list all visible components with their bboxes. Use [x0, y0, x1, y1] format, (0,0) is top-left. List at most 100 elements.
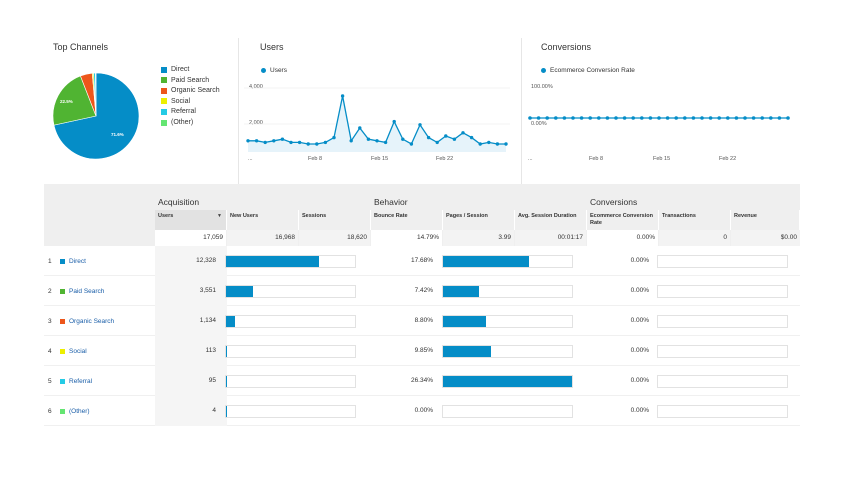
users-point[interactable] [444, 134, 448, 138]
conversion-point[interactable] [734, 116, 739, 120]
conversion-point[interactable] [614, 116, 618, 120]
col-header-sessions[interactable]: Sessions [299, 210, 371, 230]
conversion-point[interactable] [751, 116, 756, 120]
conversion-point[interactable] [597, 116, 601, 120]
col-header-avg-session[interactable]: Avg. Session Duration [515, 210, 587, 230]
conversion-point[interactable] [743, 116, 747, 120]
conversion-point[interactable] [769, 116, 773, 120]
col-header-users[interactable]: Users ▼ [155, 210, 227, 230]
channel-link[interactable]: Social [69, 347, 87, 355]
users-chart-title: Users [260, 42, 284, 52]
conversion-point[interactable] [665, 116, 670, 120]
conversions-legend-label: Ecommerce Conversion Rate [550, 67, 635, 74]
conversion-point[interactable] [528, 116, 532, 120]
channel-link[interactable]: Direct [69, 257, 86, 265]
users-point[interactable] [452, 137, 457, 141]
conversion-point[interactable] [579, 116, 584, 120]
users-point[interactable] [358, 126, 362, 130]
users-point[interactable] [315, 142, 319, 146]
top-channels-pie-chart[interactable]: 22.5% 71.6% [52, 72, 140, 160]
users-point[interactable] [254, 139, 259, 143]
users-point[interactable] [306, 142, 310, 146]
users-point[interactable] [478, 142, 482, 146]
users-value: 3,551 [199, 287, 216, 294]
legend-swatch [161, 108, 167, 115]
users-point[interactable] [246, 139, 250, 143]
users-bar [225, 345, 356, 358]
channel-link[interactable]: Paid Search [69, 287, 105, 295]
users-point[interactable] [487, 140, 491, 145]
conversion-point[interactable] [657, 116, 661, 120]
conversion-point[interactable] [545, 116, 549, 120]
pie-slice-other[interactable] [95, 72, 97, 117]
col-header-transactions[interactable]: Transactions [659, 210, 731, 230]
col-header-pages-session[interactable]: Pages / Session [443, 210, 515, 230]
users-line-chart[interactable] [244, 80, 510, 162]
col-header-revenue[interactable]: Revenue [731, 210, 800, 230]
pie-label-direct: 71.6% [111, 132, 124, 137]
sort-desc-icon[interactable]: ▼ [217, 213, 222, 219]
users-point[interactable] [435, 140, 439, 145]
col-header-new-users[interactable]: New Users [227, 210, 299, 230]
channel-link[interactable]: (Other) [69, 407, 90, 415]
conversion-point[interactable] [588, 116, 592, 120]
bounce-rate-bar-fill [443, 316, 486, 327]
conversion-point[interactable] [708, 116, 713, 120]
users-point[interactable] [289, 140, 293, 145]
users-point[interactable] [461, 131, 465, 135]
conversion-point[interactable] [605, 116, 610, 120]
users-point[interactable] [280, 137, 285, 141]
col-header-bounce-rate[interactable]: Bounce Rate [371, 210, 443, 230]
conversion-point[interactable] [760, 116, 764, 120]
conversion-point[interactable] [554, 116, 558, 120]
users-point[interactable] [409, 142, 414, 146]
legend-label: Direct [171, 66, 190, 73]
conversion-point[interactable] [717, 116, 721, 120]
ecom-rate-bar [657, 285, 788, 298]
conversion-point[interactable] [622, 116, 627, 120]
conversion-point[interactable] [571, 116, 575, 120]
conversions-y-tick-top: 100.00% [531, 84, 553, 90]
col-header-ecom-rate[interactable]: Ecommerce Conversion Rate [587, 210, 659, 230]
users-point[interactable] [504, 142, 508, 146]
conversion-point[interactable] [674, 116, 678, 120]
users-point[interactable] [366, 137, 371, 141]
conversion-point[interactable] [700, 116, 704, 120]
users-point[interactable] [323, 140, 328, 145]
pie-slice-paid-search[interactable] [52, 75, 97, 126]
pie-slice-direct[interactable] [53, 72, 140, 160]
conversion-point[interactable] [691, 116, 696, 120]
row-channel: 5 Referral [44, 366, 154, 396]
users-point[interactable] [272, 139, 276, 143]
users-point[interactable] [263, 140, 267, 145]
users-point[interactable] [349, 139, 353, 143]
conversion-point[interactable] [631, 116, 635, 120]
bounce-rate-value: 9.85% [414, 347, 433, 354]
users-point[interactable] [418, 123, 422, 127]
conversions-line-chart[interactable] [526, 108, 792, 128]
conversion-point[interactable] [683, 116, 687, 120]
legend-swatch [161, 87, 167, 94]
channel-link[interactable]: Referral [69, 377, 93, 385]
bounce-rate-value: 0.00% [414, 407, 433, 414]
total-users: 17,059 [155, 230, 226, 246]
conversion-point[interactable] [777, 116, 782, 120]
users-point[interactable] [297, 140, 302, 145]
channel-link[interactable]: Organic Search [69, 317, 115, 325]
users-point[interactable] [469, 135, 474, 140]
users-point[interactable] [383, 140, 388, 145]
users-point[interactable] [495, 142, 500, 146]
total-new-users: 16,968 [227, 230, 298, 246]
users-point[interactable] [375, 139, 379, 143]
users-point[interactable] [340, 94, 345, 98]
conversion-point[interactable] [536, 116, 541, 120]
conversion-point[interactable] [786, 116, 790, 120]
conversion-point[interactable] [648, 116, 653, 120]
conversion-point[interactable] [640, 116, 644, 120]
conversion-point[interactable] [562, 116, 567, 120]
users-point[interactable] [392, 119, 396, 124]
users-point[interactable] [332, 135, 336, 140]
users-point[interactable] [426, 135, 431, 140]
conversion-point[interactable] [726, 116, 730, 120]
users-point[interactable] [401, 137, 405, 141]
